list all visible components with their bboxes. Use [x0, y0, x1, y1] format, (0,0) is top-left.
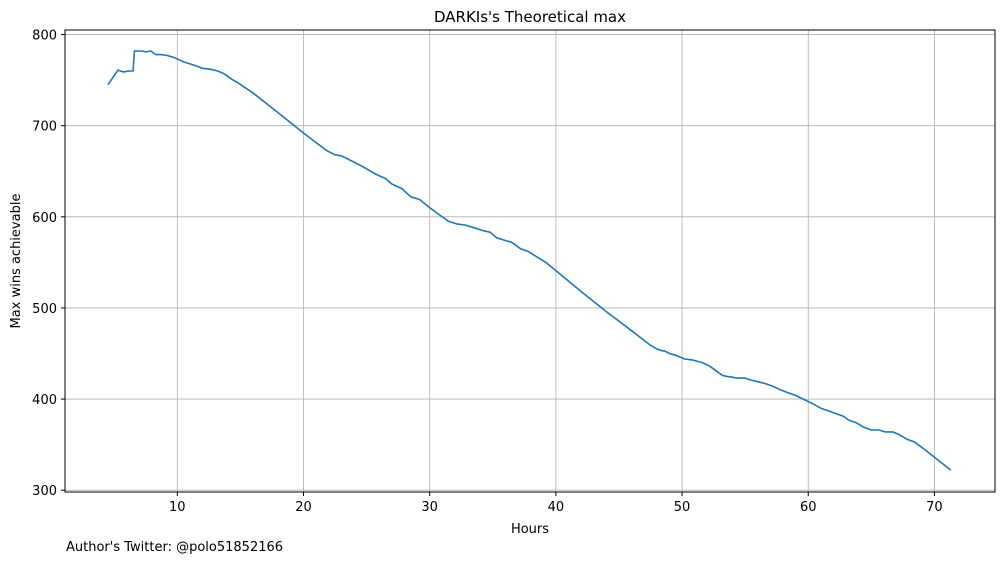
- x-tick-label: 50: [674, 500, 691, 515]
- y-tick-label: 400: [32, 393, 57, 408]
- x-tick-label: 40: [548, 500, 565, 515]
- grid: [65, 30, 995, 492]
- x-axis-ticks: 10 20 30 40 50 60 70: [169, 492, 943, 515]
- x-tick-label: 10: [169, 500, 186, 515]
- x-tick-label: 70: [926, 500, 943, 515]
- y-tick-label: 500: [32, 302, 57, 317]
- y-axis-ticks: 300 400 500 600 700 800: [32, 29, 65, 499]
- y-tick-label: 300: [32, 484, 57, 499]
- y-tick-label: 800: [32, 29, 57, 44]
- y-axis-label: Max wins achievable: [9, 194, 24, 329]
- y-tick-label: 600: [32, 211, 57, 226]
- y-tick-label: 700: [32, 120, 57, 135]
- series-line: [107, 50, 952, 471]
- plot-frame: [64, 29, 996, 493]
- x-tick-label: 30: [421, 500, 438, 515]
- x-tick-label: 20: [295, 500, 312, 515]
- author-footnote: Author's Twitter: @polo51852166: [66, 540, 283, 555]
- chart-title: DARKIs's Theoretical max: [434, 8, 626, 26]
- x-tick-label: 60: [800, 500, 817, 515]
- x-axis-label: Hours: [511, 522, 549, 537]
